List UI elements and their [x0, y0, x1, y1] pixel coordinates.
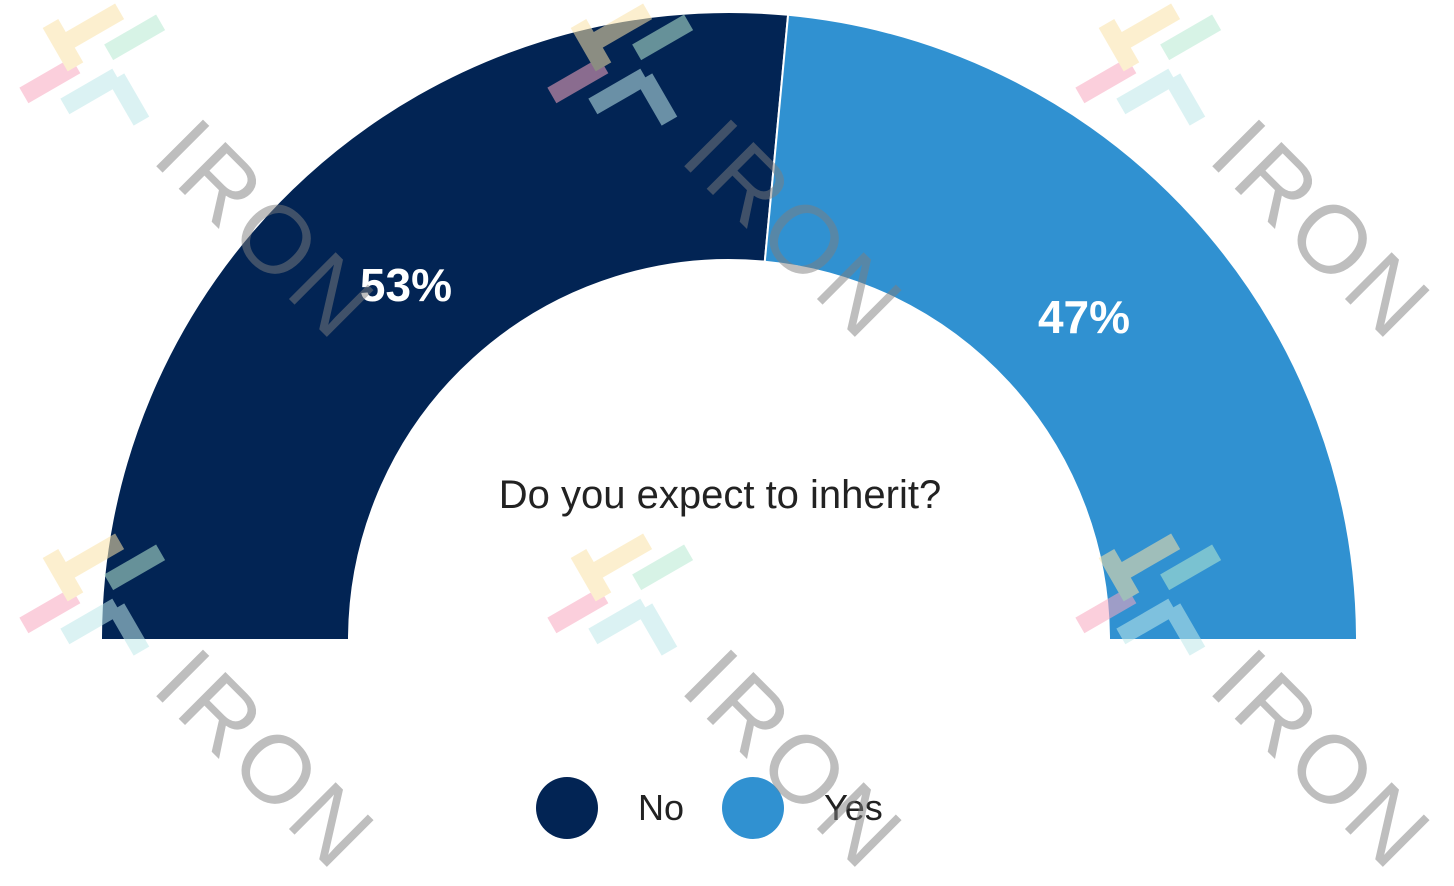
slice-labels-group: 53% 47%: [360, 259, 1130, 343]
watermark-logo: [1075, 3, 1222, 126]
watermark-text: IRON: [1191, 629, 1453, 886]
legend-label-no[interactable]: No: [638, 787, 684, 828]
legend-swatch-yes[interactable]: [722, 777, 784, 839]
slice-no[interactable]: [99, 11, 790, 641]
watermark-logo: [19, 533, 166, 656]
chart-title: Do you expect to inherit?: [499, 473, 941, 517]
watermark-logo: [547, 533, 694, 656]
watermark-logo: [1075, 533, 1222, 656]
watermark-text: IRON: [135, 629, 397, 886]
slices-group: [99, 11, 1359, 641]
legend-swatch-no[interactable]: [536, 777, 598, 839]
watermark-text: IRON: [663, 629, 925, 886]
slice-yes[interactable]: [763, 13, 1359, 641]
watermark-logo: [547, 3, 694, 126]
slice-label-yes: 47%: [1038, 291, 1130, 343]
watermark-logo: [19, 3, 166, 126]
legend-label-yes[interactable]: Yes: [824, 787, 883, 828]
slice-label-no: 53%: [360, 259, 452, 311]
legend: No Yes: [536, 777, 883, 839]
